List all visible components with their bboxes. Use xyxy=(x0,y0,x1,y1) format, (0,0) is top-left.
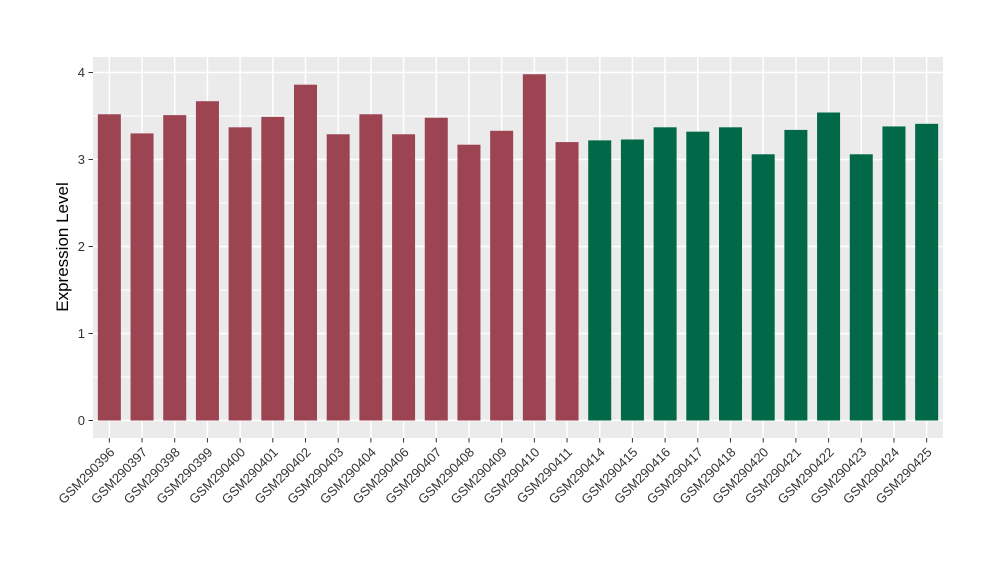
bar-GSM290414 xyxy=(588,140,612,421)
bar-GSM290401 xyxy=(261,116,285,421)
bar-GSM290410 xyxy=(522,74,546,421)
y-tick-label-0: 0 xyxy=(78,413,85,428)
bar-GSM290396 xyxy=(97,114,121,421)
bar-GSM290399 xyxy=(195,101,219,421)
plot-panel-background xyxy=(93,57,943,438)
bar-GSM290402 xyxy=(294,84,317,421)
bar-GSM290409 xyxy=(490,130,514,421)
bar-GSM290408 xyxy=(457,144,481,421)
bar-GSM290424 xyxy=(882,126,906,421)
bar-GSM290425 xyxy=(915,123,939,421)
bar-GSM290417 xyxy=(686,131,710,421)
bar-GSM290422 xyxy=(817,112,841,421)
y-tick-label-2: 2 xyxy=(78,239,85,254)
bar-GSM290400 xyxy=(228,127,252,421)
bar-GSM290406 xyxy=(392,134,416,421)
y-tick-label-4: 4 xyxy=(78,65,85,80)
bar-GSM290407 xyxy=(424,117,448,421)
y-tick-label-1: 1 xyxy=(78,326,85,341)
bar-GSM290421 xyxy=(784,129,808,421)
bar-GSM290423 xyxy=(849,154,873,421)
y-axis-title: Expression Level xyxy=(53,182,72,311)
bar-GSM290416 xyxy=(653,127,677,421)
bar-GSM290403 xyxy=(326,134,350,421)
bar-GSM290415 xyxy=(620,139,644,421)
bar-GSM290420 xyxy=(751,154,775,421)
bar-GSM290418 xyxy=(719,127,742,421)
y-tick-label-3: 3 xyxy=(78,152,85,167)
bar-GSM290404 xyxy=(359,114,383,421)
bar-GSM290411 xyxy=(555,142,579,421)
bar-GSM290397 xyxy=(130,133,154,421)
bar-GSM290398 xyxy=(163,115,187,421)
